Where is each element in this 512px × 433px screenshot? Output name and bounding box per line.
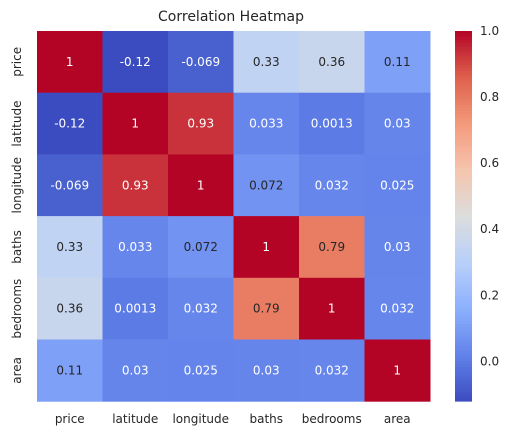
- heatmap-cell-label: 0.032: [380, 302, 414, 316]
- heatmap-cell-label: 1: [393, 363, 401, 377]
- heatmap-cell-label: -0.12: [54, 117, 85, 131]
- heatmap-cell-label: 0.36: [56, 302, 83, 316]
- x-tick-label: area: [384, 412, 411, 426]
- heatmap-cell-label: 0.03: [384, 117, 411, 131]
- heatmap-cell-label: 0.032: [184, 302, 218, 316]
- heatmap-cell-label: 0.033: [249, 117, 283, 131]
- heatmap-cell-label: -0.12: [120, 55, 151, 69]
- heatmap-cell-label: 0.36: [318, 55, 345, 69]
- heatmap-cell-label: 0.11: [56, 363, 83, 377]
- heatmap-cell-label: -0.069: [50, 178, 89, 192]
- x-tick-label: bedrooms: [302, 412, 362, 426]
- heatmap-cells: 1 -0.12 -0.069 0.33 0.36 0.11 -0.12 1 0.93 0.033 0…: [37, 31, 431, 402]
- colorbar-tick-label: 0.2: [480, 288, 499, 302]
- colorbar-tick-label: 0.8: [480, 90, 499, 104]
- colorbar-tick-label: 0.0: [480, 354, 499, 368]
- heatmap-cell-label: 0.0013: [114, 302, 156, 316]
- y-tick-label: bedrooms: [10, 279, 24, 339]
- heatmap-cell-label: 0.03: [122, 363, 149, 377]
- heatmap-cell-label: 0.33: [56, 240, 83, 254]
- heatmap-cell-label: 0.025: [380, 178, 414, 192]
- x-axis-ticks: price latitude longitude baths bedrooms area: [55, 412, 411, 426]
- y-tick-label: price: [10, 47, 24, 77]
- heatmap-cell-label: 1: [66, 55, 74, 69]
- colorbar-tick-label: 1.0: [480, 24, 499, 38]
- x-tick-label: price: [55, 412, 85, 426]
- heatmap-cell-label: 1: [131, 117, 139, 131]
- heatmap-cell-label: 0.11: [384, 55, 411, 69]
- chart-title: Correlation Heatmap: [158, 9, 304, 25]
- colorbar-tick-label: 0.4: [480, 222, 499, 236]
- colorbar-strip: [455, 398, 472, 402]
- heatmap-cell-label: 1: [197, 178, 205, 192]
- heatmap-cell-label: 0.79: [253, 302, 280, 316]
- heatmap-cell-label: 0.33: [253, 55, 280, 69]
- x-tick-label: baths: [249, 412, 283, 426]
- heatmap-cell-label: 0.03: [384, 240, 411, 254]
- heatmap-cell-label: 0.93: [187, 117, 214, 131]
- heatmap-cell-label: -0.069: [181, 55, 220, 69]
- heatmap-cell-label: 0.79: [318, 240, 345, 254]
- x-tick-label: longitude: [172, 412, 229, 426]
- heatmap-cell-label: 0.033: [118, 240, 152, 254]
- colorbar-tick-label: 0.6: [480, 156, 499, 170]
- heatmap-cell-label: 1: [328, 302, 336, 316]
- heatmap-cell-label: 1: [262, 240, 270, 254]
- heatmap-cell-label: 0.072: [249, 178, 283, 192]
- heatmap-cell-label: 0.93: [122, 178, 149, 192]
- x-tick-label: latitude: [112, 412, 158, 426]
- heatmap-cell-label: 0.025: [184, 363, 218, 377]
- heatmap-cell-label: 0.032: [315, 178, 349, 192]
- colorbar: 0.0 0.2 0.4 0.6 0.8 1.0: [455, 24, 499, 402]
- y-axis-ticks: price latitude longitude baths bedrooms area: [10, 47, 24, 384]
- heatmap-cell-label: 0.032: [315, 363, 349, 377]
- y-tick-label: baths: [10, 230, 24, 264]
- heatmap-cell-label: 0.0013: [311, 117, 353, 131]
- y-tick-label: longitude: [10, 157, 24, 214]
- y-tick-label: latitude: [10, 101, 24, 147]
- heatmap-cell-label: 0.072: [184, 240, 218, 254]
- heatmap-cell-label: 0.03: [253, 363, 280, 377]
- y-tick-label: area: [10, 357, 24, 384]
